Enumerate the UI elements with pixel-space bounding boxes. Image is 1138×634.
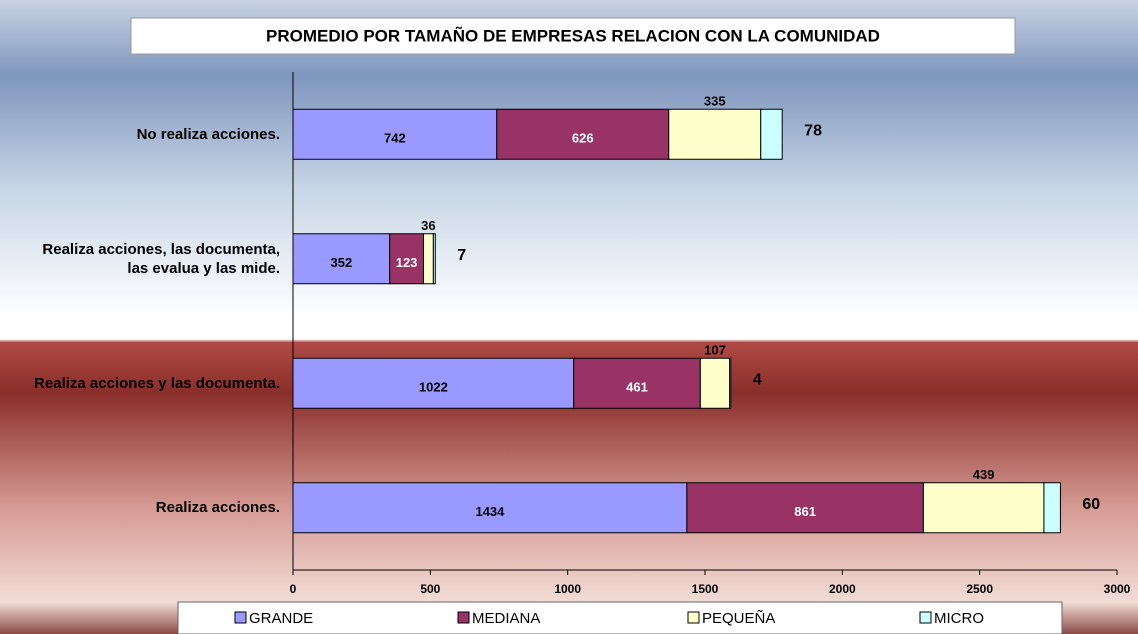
legend-swatch <box>919 611 932 624</box>
bar-segment <box>1043 482 1061 534</box>
data-label: 461 <box>626 380 648 395</box>
bar-segment <box>922 482 1045 534</box>
category-label-text: No realiza acciones. <box>136 125 280 143</box>
data-label: 861 <box>794 504 816 519</box>
bar-segment <box>292 482 688 534</box>
category-label: Realiza acciones. <box>155 499 280 517</box>
x-tick-label: 3000 <box>1104 582 1131 596</box>
data-label: 107 <box>704 343 726 358</box>
data-label: 1434 <box>475 504 505 519</box>
bar-segment <box>686 482 924 534</box>
bar-segment <box>292 357 575 409</box>
legend-swatch <box>687 611 700 624</box>
bar-segment <box>389 233 424 285</box>
data-label: 4 <box>753 371 762 388</box>
category-label-text: Realiza acciones y las documenta. <box>34 374 280 392</box>
legend-label: GRANDE <box>249 610 313 627</box>
legend-swatch <box>457 611 470 624</box>
category-label: Realiza acciones y las documenta. <box>34 374 280 392</box>
bar-segment <box>422 233 434 285</box>
data-label: 742 <box>384 131 406 146</box>
data-label: 439 <box>973 467 995 482</box>
category-label-text: Realiza acciones, las documenta, las eva… <box>42 240 280 277</box>
legend-label: MEDIANA <box>472 610 540 627</box>
data-label: 60 <box>1082 496 1100 513</box>
data-label: 1022 <box>419 380 448 395</box>
x-tick-label: 2500 <box>966 582 993 596</box>
data-label: 36 <box>421 218 435 233</box>
x-tick-label: 1000 <box>554 582 581 596</box>
bar-segment <box>760 108 783 160</box>
bar-segment <box>292 233 391 285</box>
legend-swatch <box>234 611 247 624</box>
category-label: No realiza acciones. <box>136 125 280 143</box>
data-label: 335 <box>704 94 726 109</box>
bar-segment <box>496 108 670 160</box>
data-label: 78 <box>804 122 822 139</box>
bar-segment <box>699 357 731 409</box>
chart-title: PROMEDIO POR TAMAÑO DE EMPRESAS RELACION… <box>266 25 880 45</box>
category-label: Realiza acciones, las documenta, las eva… <box>42 240 280 277</box>
x-tick-label: 500 <box>420 582 440 596</box>
x-tick-label: 2000 <box>829 582 856 596</box>
data-label: 7 <box>457 247 466 264</box>
title-box <box>130 17 1016 55</box>
x-tick-label: 0 <box>290 582 297 596</box>
legend-label: MICRO <box>934 610 984 627</box>
category-label-text: Realiza acciones. <box>155 499 280 517</box>
bar-segment <box>668 108 762 160</box>
data-label: 626 <box>572 131 594 146</box>
bar-segment <box>432 233 436 285</box>
legend-label: PEQUEÑA <box>702 610 775 627</box>
legend-box <box>177 601 1063 634</box>
data-label: 352 <box>330 255 352 270</box>
bar-segment <box>573 357 701 409</box>
bar-segment <box>292 108 498 160</box>
bar-segment <box>729 357 732 409</box>
x-tick-label: 1500 <box>692 582 719 596</box>
data-label: 123 <box>396 255 418 270</box>
